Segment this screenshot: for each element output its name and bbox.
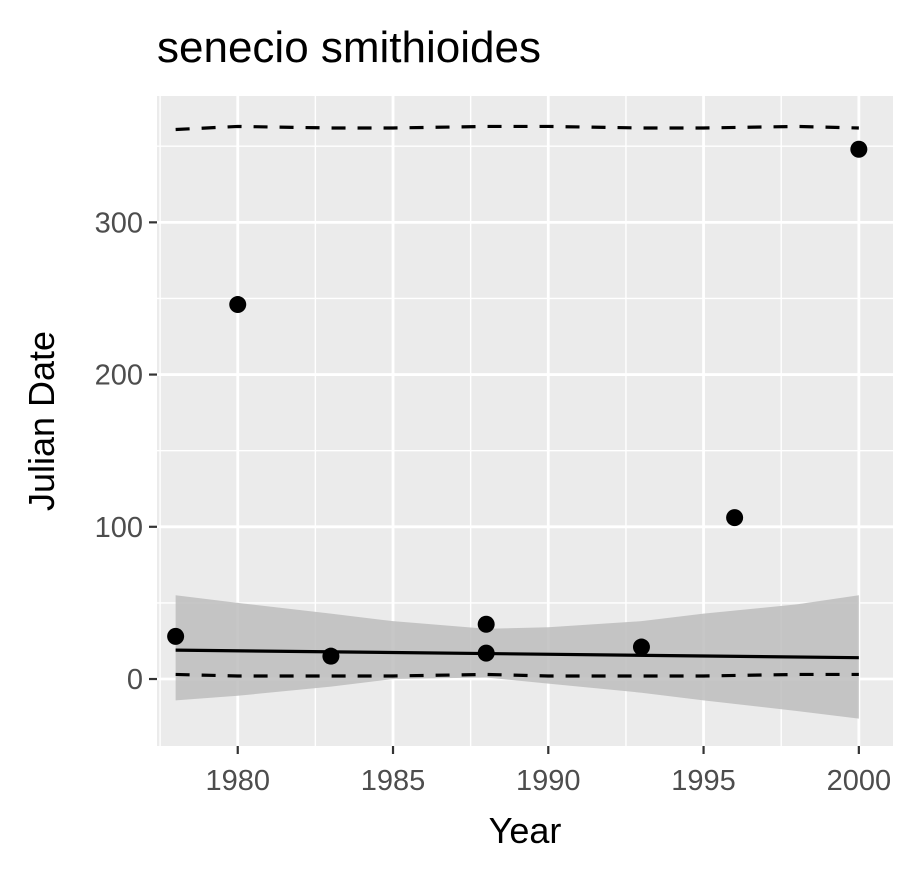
grid-minor xyxy=(157,96,893,746)
x-axis-title: Year xyxy=(489,810,562,851)
data-point xyxy=(229,296,247,314)
y-tick-label: 300 xyxy=(95,207,143,239)
upper-quantile-line xyxy=(175,124,859,132)
y-tick-label: 100 xyxy=(95,512,143,544)
data-point xyxy=(632,638,650,656)
fit-line xyxy=(175,648,859,660)
y-tick-label: 200 xyxy=(95,360,143,392)
x-tick-label: 1985 xyxy=(361,765,426,797)
x-tick-label: 1995 xyxy=(671,765,736,797)
series-lines xyxy=(175,124,859,678)
chart-title: senecio smithioides xyxy=(157,23,541,72)
data-point xyxy=(167,627,185,645)
y-axis-ticks: 0 100 200 300 xyxy=(95,207,157,696)
data-point xyxy=(477,644,495,662)
y-axis-title: Julian Date xyxy=(21,331,62,511)
confidence-band xyxy=(175,595,859,719)
x-tick-label: 2000 xyxy=(827,765,892,797)
x-tick-label: 1990 xyxy=(516,765,581,797)
x-axis-ticks: 1980 1985 1990 1995 2000 xyxy=(205,746,891,797)
lower-quantile-line xyxy=(175,672,859,678)
data-points xyxy=(167,140,868,665)
data-point xyxy=(322,647,340,665)
y-tick-label: 0 xyxy=(127,664,143,696)
confidence-band-area xyxy=(175,595,859,719)
data-point xyxy=(850,140,868,158)
data-point xyxy=(726,509,744,527)
data-point xyxy=(477,615,495,633)
x-tick-label: 1980 xyxy=(205,765,270,797)
